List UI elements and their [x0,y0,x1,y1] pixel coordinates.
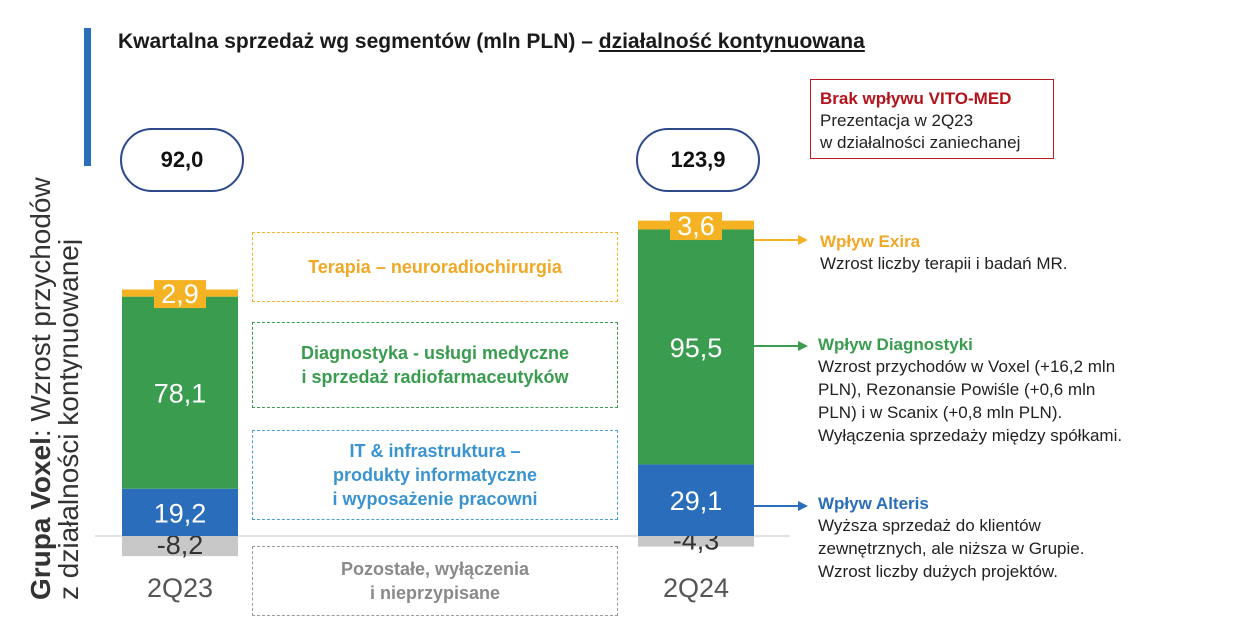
bar-diagnostyka-2Q24 [638,229,754,465]
bar-pozostale-2Q23 [122,536,238,557]
note-line1: Prezentacja w 2Q23 [820,111,974,130]
category-label-2Q23: 2Q23 [147,573,213,603]
label-bg-terapia-2Q23 [154,280,206,309]
side-title: Grupa Voxel: Wzrost przychodów z działal… [4,18,84,618]
arrow-diagnostyki-head [798,341,808,351]
svg-text:Grupa Voxel: Wzrost przychodów: Grupa Voxel: Wzrost przychodów [25,177,56,600]
annotation-alteris: Wpływ Alteris Wyższa sprzedaż do klientó… [818,494,1085,581]
data-label-it-2Q23: 19,2 [154,498,207,528]
note-box: Brak wpływu VITO-MED Prezentacja w 2Q23 … [810,79,1054,159]
data-label-terapia-2Q24: 3,6 [677,211,715,241]
data-label-diagnostyka-2Q23: 78,1 [154,379,207,409]
accent-bar [84,28,91,166]
annotation-alteris-title: Wpływ Alteris [818,494,929,513]
side-title-line2: z działalności kontynuowanej [53,239,82,600]
bar-pozostale-2Q24 [638,536,754,547]
total-pill-2q23: 92,0 [120,128,244,192]
data-label-terapia-2Q23: 2,9 [161,279,199,309]
data-label-diagnostyka-2Q24: 95,5 [670,333,723,363]
bar-it-2Q24 [638,464,754,536]
arrow-alteris-head [798,501,808,511]
bar-diagnostyka-2Q23 [122,296,238,489]
total-pill-2q24: 123,9 [636,128,760,192]
annotation-exira-title: Wpływ Exira [820,232,921,251]
data-label-it-2Q24: 29,1 [670,486,723,516]
note-title: Brak wpływu VITO-MED [820,89,1012,108]
page-title-underlined: działalność kontynuowana [598,30,865,53]
segment-box-terapia: Terapia – neuroradiochirurgia [252,232,618,302]
segment-box-pozostale: Pozostałe, wyłączenia i nieprzypisane [252,546,618,616]
annotation-diagnostyki-title: Wpływ Diagnostyki [818,335,973,354]
annotation-exira: Wpływ Exira Wzrost liczby terapii i bada… [820,232,1068,273]
segment-box-diagnostyka: Diagnostyka - usługi medyczne i sprzedaż … [252,322,618,408]
arrow-exira-head [798,235,808,245]
segment-box-it: IT & infrastruktura – produkty informatyc… [252,430,618,520]
side-title-bold: Grupa Voxel [25,437,56,600]
bar-it-2Q23 [122,488,238,536]
side-title-rest: : Wzrost przychodów [25,177,56,438]
annotation-diagnostyki: Wpływ Diagnostyki Wzrost przychodów w Vo… [818,335,1123,445]
category-label-2Q24: 2Q24 [663,573,729,603]
label-bg-terapia-2Q24 [670,212,722,241]
note-line2: w działalności zaniechanej [820,133,1021,152]
page-title: Kwartalna sprzedaż wg segmentów (mln PLN… [118,30,865,53]
